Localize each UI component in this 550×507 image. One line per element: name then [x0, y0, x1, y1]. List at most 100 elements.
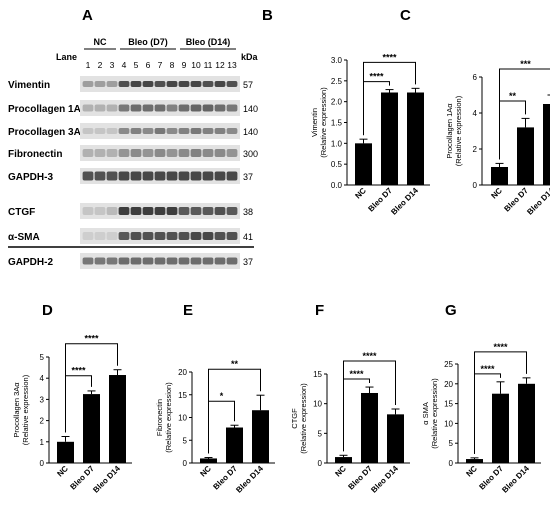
blot-band	[178, 104, 190, 112]
lane-number: 8	[170, 60, 175, 70]
panel-letter-f: F	[315, 302, 324, 319]
bar	[517, 127, 534, 185]
blot-band	[142, 171, 154, 181]
blot-band	[154, 207, 166, 215]
blot-band	[106, 81, 118, 87]
lane-number: 6	[146, 60, 151, 70]
blot-band	[118, 128, 130, 134]
blot-band	[130, 128, 142, 134]
blot-band	[94, 257, 106, 265]
blot-band	[154, 81, 166, 87]
blot-row-label: Procollagen 3Aα	[8, 127, 88, 138]
lane-number: 4	[122, 60, 127, 70]
y-tick-label: 3	[40, 395, 45, 404]
lane-number: 11	[204, 60, 213, 70]
blot-band	[226, 232, 238, 240]
y-axis-label: Procollagen 1Aα	[445, 103, 454, 159]
y-tick-label: 10	[313, 400, 322, 409]
y-axis-label: (Relative expression)	[21, 374, 30, 445]
blot-row-label: α-SMA	[8, 232, 40, 243]
blot-group-label: Bleo (D7)	[128, 37, 168, 47]
lane-number: 9	[182, 60, 187, 70]
blot-band	[142, 128, 154, 134]
bar	[226, 427, 243, 463]
blot-band	[178, 257, 190, 265]
y-axis-label: Vimentin	[310, 108, 319, 137]
blot-row-label: GAPDH-2	[8, 257, 53, 268]
panel-letter-g: G	[445, 302, 457, 319]
blot-band	[190, 104, 202, 112]
y-tick-label: 0	[318, 459, 323, 468]
y-tick-label: 4	[473, 109, 478, 118]
blot-band	[214, 257, 226, 265]
significance-label: ****	[84, 334, 99, 344]
blot-band	[82, 232, 94, 240]
blot-band	[154, 149, 166, 157]
significance-bracket	[499, 68, 550, 160]
blot-band	[202, 149, 214, 157]
blot-band	[118, 104, 130, 112]
blot-band	[178, 128, 190, 134]
blot-band	[190, 257, 202, 265]
significance-label: ****	[382, 52, 397, 62]
y-tick-label: 15	[313, 370, 322, 379]
blot-band	[202, 257, 214, 265]
blot-band	[94, 232, 106, 240]
lane-label: Lane	[56, 52, 77, 62]
y-tick-label: 20	[178, 368, 187, 377]
blot-band	[154, 171, 166, 181]
bar-chart-d: 0 1 2 3 4 5 Procollagen 3Aα (Relative expressio…	[12, 334, 132, 495]
panel-letter-d: D	[42, 302, 53, 319]
blot-band	[178, 232, 190, 240]
panel-letter-a: A	[82, 7, 93, 24]
blot-band	[82, 104, 94, 112]
x-tick-label: NC	[198, 464, 213, 479]
y-tick-label: 5	[318, 429, 323, 438]
blot-row-kda: 41	[243, 232, 253, 242]
blot-band	[154, 232, 166, 240]
blot-band	[142, 104, 154, 112]
y-axis-label: (Relative expression)	[299, 383, 308, 454]
blot-row-kda: 140	[243, 104, 258, 114]
blot-band	[202, 207, 214, 215]
y-tick-label: 0.5	[331, 160, 343, 169]
blot-band	[130, 104, 142, 112]
bar	[57, 441, 74, 463]
x-tick-label: NC	[489, 186, 504, 201]
y-tick-label: 0	[473, 181, 478, 190]
blot-band	[142, 149, 154, 157]
blot-band	[118, 207, 130, 215]
bar	[355, 143, 372, 185]
blot-band	[94, 171, 106, 181]
blot-band	[214, 232, 226, 240]
blot-band	[214, 149, 226, 157]
y-tick-label: 0	[449, 459, 454, 468]
y-tick-label: 0	[183, 459, 188, 468]
bar	[518, 383, 535, 463]
blot-band	[178, 149, 190, 157]
blot-band	[190, 128, 202, 134]
bar-chart-g: 0 5 10 15 20 25 α SMA (Relative expression) NC Bl…	[421, 342, 541, 495]
blot-band	[106, 171, 118, 181]
y-axis-label: α SMA	[421, 402, 430, 425]
blot-row-label: GAPDH-3	[8, 172, 53, 183]
significance-label: ****	[480, 364, 495, 374]
blot-band	[214, 81, 226, 87]
blot-band	[214, 207, 226, 215]
blot-band	[106, 149, 118, 157]
blot-row-label: Procollagen 1Aα	[8, 104, 88, 115]
y-tick-label: 0	[40, 459, 45, 468]
bar	[252, 410, 269, 463]
blot-band	[94, 81, 106, 87]
y-tick-label: 1	[40, 438, 45, 447]
blot-band	[82, 257, 94, 265]
blot-band	[166, 149, 178, 157]
blot-band	[154, 128, 166, 134]
blot-band	[190, 232, 202, 240]
blot-band	[142, 232, 154, 240]
y-tick-label: 2.5	[331, 77, 343, 86]
significance-bracket	[363, 61, 416, 136]
blot-band	[82, 207, 94, 215]
y-tick-label: 5	[40, 353, 45, 362]
